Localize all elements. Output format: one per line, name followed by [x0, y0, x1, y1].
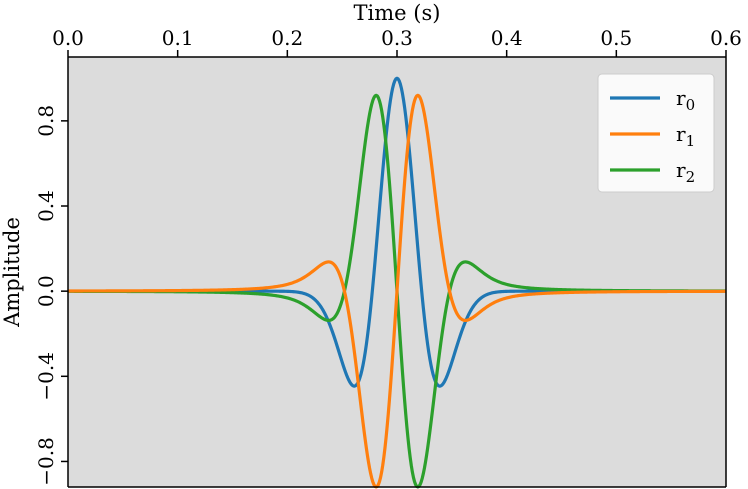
x-tick-label: 0.3	[381, 26, 413, 50]
y-tick-label: −0.8	[34, 437, 58, 486]
x-tick-label: 0.2	[271, 26, 303, 50]
legend-label-r2: r2	[676, 158, 695, 186]
x-tick-label: 0.1	[162, 26, 194, 50]
legend-label-r1: r1	[676, 122, 695, 150]
legend: r0 r1 r2	[597, 73, 715, 193]
y-tick-label: 0.4	[34, 190, 58, 222]
series-line-r2	[67, 93, 727, 489]
y-tick-label: 0.0	[34, 275, 58, 307]
x-tick-label: 0.4	[491, 26, 523, 50]
x-tick-label: 0.5	[600, 26, 632, 50]
y-tick-label: −0.4	[34, 352, 58, 401]
x-axis-title: Time (s)	[354, 1, 441, 25]
y-tick-label: 0.8	[34, 105, 58, 137]
x-tick-label: 0.0	[52, 26, 84, 50]
x-tick-label: 0.6	[710, 26, 742, 50]
y-axis-title: Amplitude	[0, 217, 24, 328]
legend-label-r0: r0	[676, 86, 695, 114]
series-layer	[67, 76, 727, 489]
